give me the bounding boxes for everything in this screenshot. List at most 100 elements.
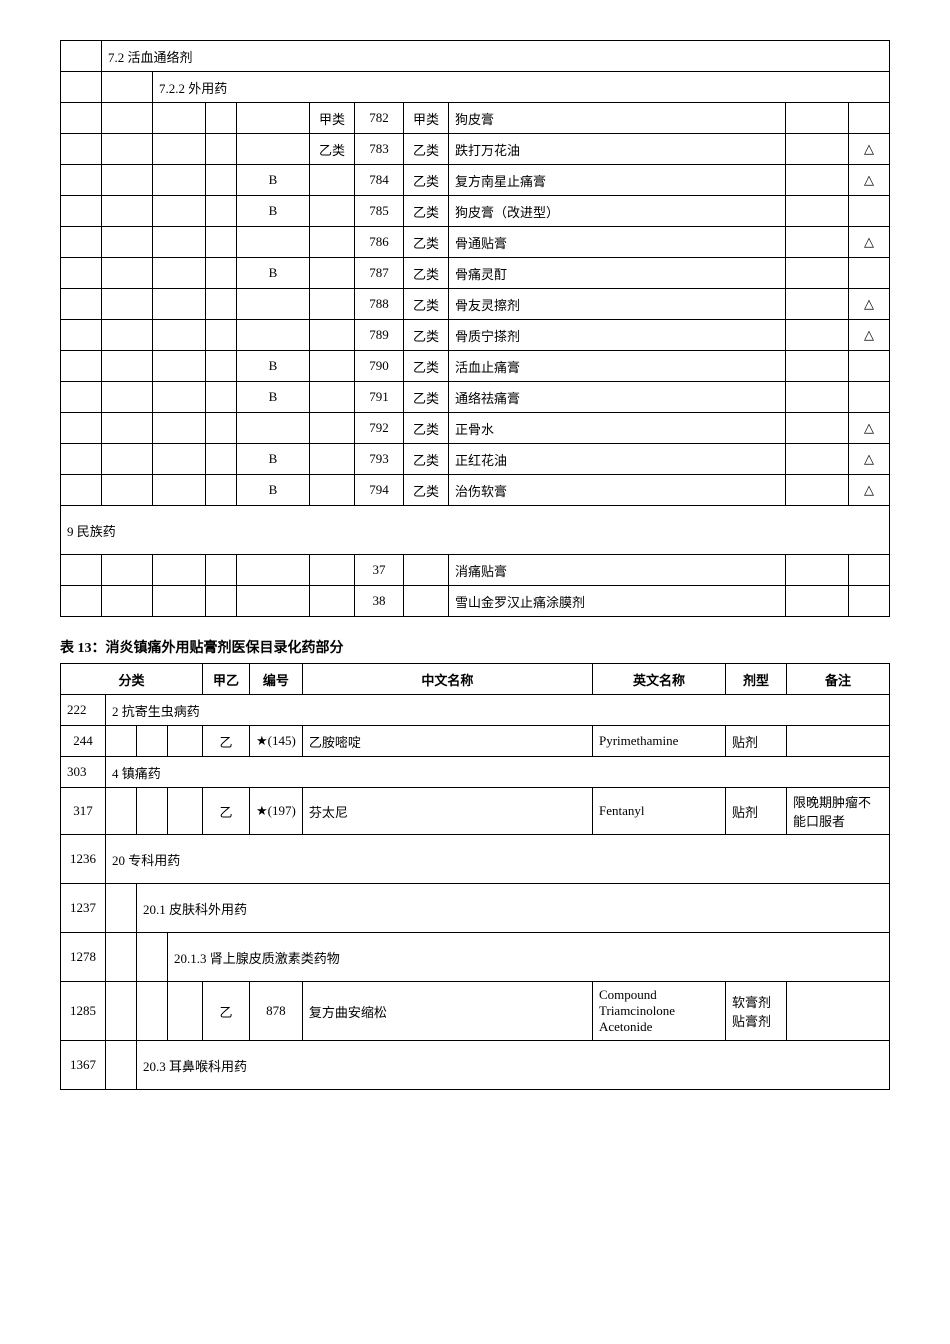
row-num: 1285 [61, 982, 106, 1041]
cell-blank [61, 41, 102, 72]
table-row: B784乙类复方南星止痛膏△ [61, 165, 890, 196]
table-row: B793乙类正红花油△ [61, 444, 890, 475]
cell-blank [404, 586, 449, 617]
header-rem: 备注 [787, 664, 890, 695]
cell-blank [61, 134, 102, 165]
row-form: 贴剂 [726, 788, 787, 835]
row-star: 878 [250, 982, 303, 1041]
cell-triangle: △ [849, 444, 890, 475]
cell-name: 骨友灵擦剂 [449, 289, 786, 320]
row-num: 222 [61, 695, 106, 726]
table-row: 222 2 抗寄生虫病药 [61, 695, 890, 726]
cell-blank [153, 555, 206, 586]
cell-cat: 乙类 [404, 320, 449, 351]
cell-blank [237, 555, 310, 586]
cell-triangle: △ [849, 320, 890, 351]
cell-type: 甲类 [310, 103, 355, 134]
cell-rem [786, 351, 849, 382]
cell-rem [786, 134, 849, 165]
header-row: 分类 甲乙 编号 中文名称 英文名称 剂型 备注 [61, 664, 890, 695]
cell-type [310, 351, 355, 382]
cell-blank [168, 982, 203, 1041]
cell-code [237, 103, 310, 134]
row-label: 20.1 皮肤科外用药 [137, 884, 890, 933]
cell-blank [168, 726, 203, 757]
table-row: 788乙类骨友灵擦剂△ [61, 289, 890, 320]
cell-code: B [237, 165, 310, 196]
table-row: B785乙类狗皮膏（改进型） [61, 196, 890, 227]
cell-blank [61, 351, 102, 382]
cell-code: B [237, 351, 310, 382]
cell-blank [206, 555, 237, 586]
cell-blank [137, 982, 168, 1041]
cell-triangle: △ [849, 475, 890, 506]
cell-triangle [849, 351, 890, 382]
cell-cat: 乙类 [404, 413, 449, 444]
header-category: 分类 [61, 664, 203, 695]
cell-blank [102, 165, 153, 196]
cell-blank [102, 555, 153, 586]
cell-type [310, 165, 355, 196]
cell-type [310, 382, 355, 413]
cell-blank [102, 227, 153, 258]
cell-rem [786, 382, 849, 413]
cell-id: 788 [355, 289, 404, 320]
cell-rem [786, 103, 849, 134]
cell-name: 跌打万花油 [449, 134, 786, 165]
cell-id: 792 [355, 413, 404, 444]
cell-rem [786, 475, 849, 506]
cell-cat: 乙类 [404, 382, 449, 413]
table-row: 1237 20.1 皮肤科外用药 [61, 884, 890, 933]
table-row: 38雪山金罗汉止痛涂膜剂 [61, 586, 890, 617]
cell-blank [153, 165, 206, 196]
cell-name: 狗皮膏（改进型） [449, 196, 786, 227]
table-row: 37消痛贴膏 [61, 555, 890, 586]
cell-blank [237, 586, 310, 617]
cell-code: B [237, 444, 310, 475]
cell-name: 治伤软膏 [449, 475, 786, 506]
cell-blank [206, 351, 237, 382]
table-row: 789乙类骨质宁搽剂△ [61, 320, 890, 351]
cell-id: 38 [355, 586, 404, 617]
cell-blank [153, 196, 206, 227]
row-en: Compound Triamcinolone Acetonide [593, 982, 726, 1041]
cell-blank [786, 555, 849, 586]
cell-blank [61, 72, 102, 103]
cell-id: 790 [355, 351, 404, 382]
cell-blank [206, 258, 237, 289]
cell-blank [61, 320, 102, 351]
cell-cat: 乙类 [404, 351, 449, 382]
section-label: 7.2.2 外用药 [153, 72, 890, 103]
cell-blank [61, 103, 102, 134]
cell-rem [786, 196, 849, 227]
cell-cat: 乙类 [404, 227, 449, 258]
row-num: 1236 [61, 835, 106, 884]
cell-blank [102, 103, 153, 134]
cell-blank [206, 103, 237, 134]
cell-blank [61, 196, 102, 227]
table-row: B794乙类治伤软膏△ [61, 475, 890, 506]
cell-type: 乙类 [310, 134, 355, 165]
cell-blank [153, 289, 206, 320]
row-star: ★(197) [250, 788, 303, 835]
cell-blank [106, 982, 137, 1041]
cell-blank [102, 475, 153, 506]
cell-id: 782 [355, 103, 404, 134]
cell-blank [153, 227, 206, 258]
cell-code: B [237, 196, 310, 227]
cell-name: 消痛贴膏 [449, 555, 786, 586]
row-en: Pyrimethamine [593, 726, 726, 757]
cell-blank [102, 413, 153, 444]
header-en: 英文名称 [593, 664, 726, 695]
cell-blank [106, 726, 137, 757]
table-row: 303 4 镇痛药 [61, 757, 890, 788]
cell-blank [61, 586, 102, 617]
table-medicines-1: 7.2 活血通络剂 7.2.2 外用药 甲类782甲类狗皮膏乙类783乙类跌打万… [60, 40, 890, 617]
cell-blank [61, 258, 102, 289]
cell-cat: 乙类 [404, 196, 449, 227]
table-row: 1367 20.3 耳鼻喉科用药 [61, 1041, 890, 1090]
cell-blank [206, 134, 237, 165]
cell-type [310, 227, 355, 258]
table-row: 1285 乙 878 复方曲安缩松 Compound Triamcinolone… [61, 982, 890, 1041]
header-cn: 中文名称 [302, 664, 592, 695]
